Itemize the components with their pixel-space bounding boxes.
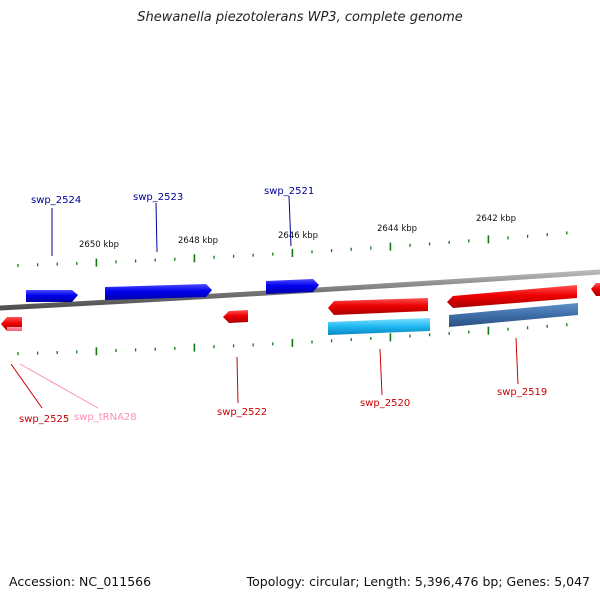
ruler-label-2648: 2648 kbp	[178, 236, 218, 246]
ruler-label-2642: 2642 kbp	[476, 214, 516, 224]
leader-swp-2522	[236, 356, 239, 404]
ruler-label-2644: 2644 kbp	[377, 224, 417, 234]
gene-swp-2521[interactable]	[266, 279, 319, 294]
ruler-label-2650: 2650 kbp	[79, 240, 119, 250]
label-swp-2524[interactable]: swp_2524	[31, 195, 81, 206]
gene-swp-2523[interactable]	[105, 284, 212, 300]
ruler-label-2646: 2646 kbp	[278, 231, 318, 241]
leader-swp-2520	[379, 348, 383, 396]
label-swp-2519[interactable]: swp_2519	[497, 387, 547, 398]
genome-summary-text: Topology: circular; Length: 5,396,476 bp…	[246, 574, 590, 589]
accession-text: Accession: NC_011566	[9, 574, 152, 589]
label-swp-tRNA28[interactable]: swp_tRNA28	[74, 412, 137, 423]
label-swp-2523[interactable]: swp_2523	[133, 192, 183, 203]
leader-swp-2521	[288, 195, 292, 247]
label-swp-2521[interactable]: swp_2521	[264, 186, 314, 197]
gene-swp-2524[interactable]	[26, 290, 78, 302]
gene-swp-2520[interactable]	[328, 298, 428, 315]
leader-swp-2525	[10, 363, 43, 409]
gene-partial-right[interactable]	[591, 283, 600, 296]
gene-swp-2519[interactable]	[447, 285, 577, 308]
leader-swp-2519	[515, 337, 519, 385]
gene-swp-tRNA28-segment	[7, 327, 22, 331]
label-swp-2522[interactable]: swp_2522	[217, 407, 267, 418]
label-swp-2520[interactable]: swp_2520	[360, 398, 410, 409]
ruler-ticks	[17, 231, 568, 356]
gene-swp-2522[interactable]	[223, 310, 248, 323]
genome-title: Shewanella piezotolerans WP3, complete g…	[137, 10, 463, 25]
feature-bar-steel[interactable]	[449, 303, 578, 327]
feature-bar-cyan[interactable]	[328, 318, 430, 335]
leader-swp-2523	[155, 202, 158, 253]
label-swp-2525[interactable]: swp_2525	[19, 414, 69, 425]
leader-swp-tRNA28	[19, 363, 99, 409]
